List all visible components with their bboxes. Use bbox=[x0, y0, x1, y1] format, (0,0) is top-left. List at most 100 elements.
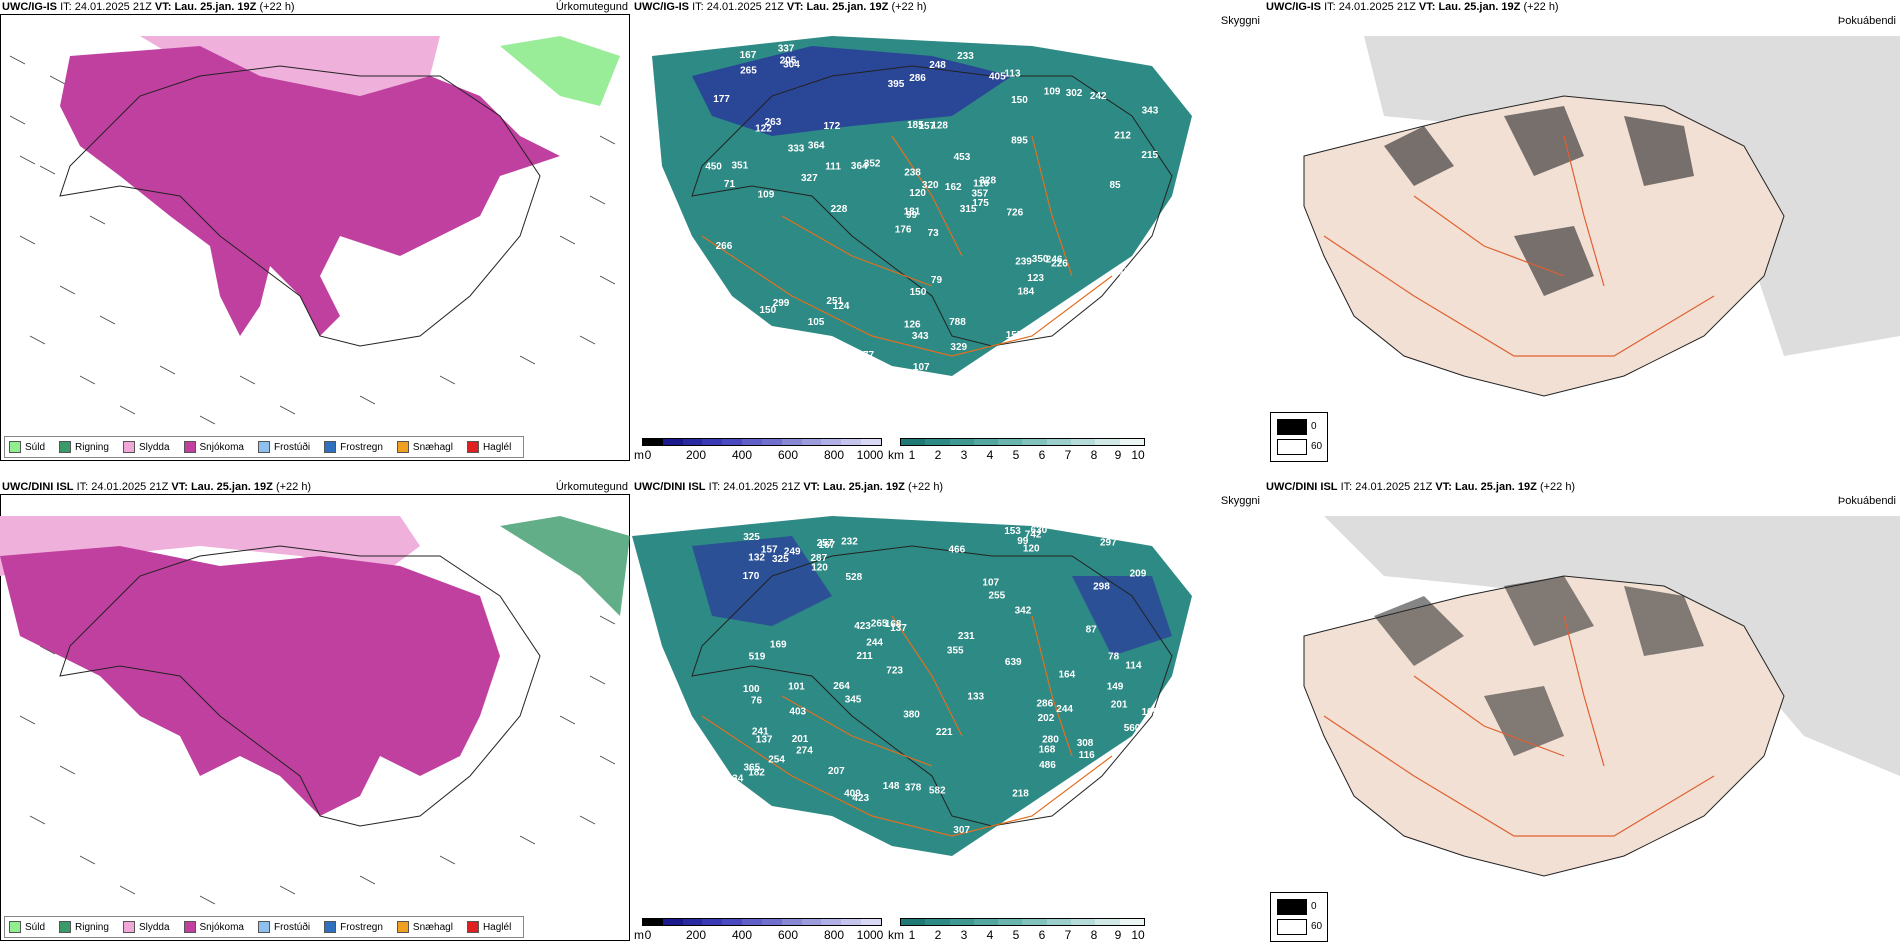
ceiling-value-label: 343 bbox=[1107, 835, 1124, 846]
legend-item-snow: Snjókoma bbox=[183, 441, 244, 453]
colorbar-segment bbox=[925, 439, 950, 445]
precip-legend: Súld Rigning Slydda Snjókoma Frostúði Fr… bbox=[4, 436, 525, 458]
ceiling-value-label: 329 bbox=[950, 342, 967, 353]
ceiling-value-label: 107 bbox=[982, 577, 999, 588]
visibility-unit: km bbox=[888, 448, 904, 462]
roads bbox=[701, 615, 1113, 837]
ceiling-unit: m bbox=[634, 928, 644, 942]
map-title-precip: Úrkomutegund bbox=[555, 1, 628, 13]
ceiling-tick: 600 bbox=[777, 448, 799, 462]
ceiling-value-label: 215 bbox=[1141, 150, 1158, 161]
ceiling-value-label: 71 bbox=[724, 179, 736, 190]
lead-time: (+22 h) bbox=[891, 1, 927, 13]
ceiling-value-label: 170 bbox=[743, 571, 760, 582]
colorbar-segment bbox=[662, 919, 683, 925]
lead-time: (+22 h) bbox=[1539, 481, 1576, 493]
ceiling-value-label: 185 bbox=[907, 120, 924, 131]
map-title-visibility: Skyggni bbox=[1220, 495, 1260, 507]
ceiling-value-label: 244 bbox=[1056, 704, 1073, 715]
ceiling-value-label: 265 bbox=[740, 66, 757, 77]
rain-area bbox=[500, 36, 620, 106]
ceiling-value-label: 153 bbox=[1128, 327, 1145, 338]
visibility-tick: 4 bbox=[986, 928, 994, 942]
vt-label: VT: bbox=[154, 1, 172, 13]
ceiling-value-label: 486 bbox=[1039, 760, 1056, 771]
fog-legend-min-swatch bbox=[1277, 899, 1307, 915]
visibility-tick: 7 bbox=[1064, 928, 1072, 942]
ceiling-unit: m bbox=[634, 448, 644, 462]
ceiling-map: 73 122 99 197 110 124 113 128 150 315 304 232 109 343… bbox=[632, 36, 1264, 426]
ceiling-value-label: 167 bbox=[818, 540, 835, 551]
visibility-tick: 6 bbox=[1038, 448, 1046, 462]
ceiling-value-label: 343 bbox=[1142, 105, 1159, 116]
ceiling-value-label: 228 bbox=[831, 204, 848, 215]
fog-index-patches bbox=[1384, 106, 1694, 296]
ceiling-value-labels: 202 201 193 167 137 216 182 120 423 119 170 100 132 3… bbox=[727, 525, 1174, 856]
ceiling-value-label: 137 bbox=[756, 734, 773, 745]
ceiling-value-label: 107 bbox=[913, 362, 930, 373]
ceiling-value-label: 405 bbox=[989, 72, 1006, 83]
ceiling-value-label: 76 bbox=[751, 695, 763, 706]
ceiling-value-label: 298 bbox=[1093, 582, 1110, 593]
legend-item-snow-pellets: Snæhagl bbox=[396, 921, 453, 933]
colorbar-segment bbox=[1046, 439, 1072, 445]
legend-item-hail: Haglél bbox=[466, 441, 511, 453]
it-value: 24.01.2025 21Z bbox=[723, 481, 801, 493]
visibility-tick: 5 bbox=[1012, 448, 1020, 462]
ceiling-tick: 400 bbox=[731, 448, 753, 462]
colorbar-segment bbox=[761, 439, 782, 445]
model-name: UWC/DINI ISL bbox=[1266, 481, 1338, 493]
ceiling-tick: 800 bbox=[823, 928, 845, 942]
ceiling-value-label: 304 bbox=[783, 60, 800, 71]
ceiling-value-label: 128 bbox=[931, 121, 948, 132]
vt-label: VT: bbox=[1435, 481, 1452, 493]
ceiling-value-label: 134 bbox=[727, 774, 744, 785]
model-name: UWC/IG-IS bbox=[634, 1, 689, 13]
visibility-tick: 6 bbox=[1038, 928, 1046, 942]
colorbar-segment bbox=[1071, 439, 1096, 445]
ceiling-tick: 400 bbox=[731, 928, 753, 942]
ceiling-value-label: 172 bbox=[824, 121, 841, 132]
coastline bbox=[59, 65, 541, 347]
ceiling-value-label: 226 bbox=[1051, 258, 1068, 269]
it-label: IT: bbox=[76, 481, 89, 493]
colorbar-segment bbox=[861, 919, 881, 925]
ceiling-value-label: 124 bbox=[833, 301, 850, 312]
colorbar-segment bbox=[742, 439, 762, 445]
ceiling-value-label: 218 bbox=[1012, 789, 1029, 800]
snow-area bbox=[60, 46, 560, 336]
ceiling-value-label: 582 bbox=[929, 786, 946, 797]
colorbar-segment bbox=[643, 439, 663, 445]
lead-time: (+22 h) bbox=[275, 481, 312, 493]
ceiling-value-label: 120 bbox=[811, 562, 828, 573]
legend-item-freezing-drizzle: Frostúði bbox=[257, 921, 310, 933]
ceiling-visibility-panel-igis: UWC/IG-IS IT: 24.01.2025 21Z VT: Lau. 25… bbox=[632, 0, 1264, 470]
model-name: UWC/DINI ISL bbox=[2, 481, 74, 493]
colorbar-segment bbox=[702, 919, 723, 925]
ceiling-value-label: 351 bbox=[732, 160, 749, 171]
colorbar-segment bbox=[841, 919, 862, 925]
legend-item-drizzle: Súld bbox=[9, 921, 45, 933]
ceiling-value-label: 101 bbox=[788, 682, 805, 693]
colorbar-segment bbox=[998, 439, 1023, 445]
vt-label: VT: bbox=[1418, 1, 1436, 13]
ceiling-value-label: 280 bbox=[1042, 734, 1059, 745]
ceiling-value-label: 100 bbox=[743, 684, 760, 695]
ceiling-value-label: 201 bbox=[1146, 745, 1163, 756]
colorbar-segment bbox=[973, 919, 999, 925]
ceiling-value-label: 168 bbox=[1039, 744, 1056, 755]
ceiling-tick: 200 bbox=[685, 448, 707, 462]
ceiling-value-label: 528 bbox=[846, 572, 863, 583]
fog-index-patches bbox=[1374, 576, 1704, 756]
ceiling-value-label: 157 bbox=[919, 121, 936, 132]
ceiling-value-label: 560 bbox=[1124, 723, 1141, 734]
sleet-area bbox=[0, 516, 420, 576]
ceiling-value-label: 364 bbox=[808, 141, 825, 152]
precip-map bbox=[9, 36, 620, 425]
ceiling-value-label: 423 bbox=[854, 621, 871, 632]
vt-label: VT: bbox=[171, 481, 188, 493]
ceiling-value-label: 109 bbox=[758, 190, 775, 201]
fog-panel-igis: UWC/IG-IS IT: 24.01.2025 21Z VT: Lau. 25… bbox=[1264, 0, 1900, 470]
map-title-fog: Þokuábendi bbox=[1837, 15, 1896, 27]
panel-title: UWC/IG-IS IT: 24.01.2025 21Z VT: Lau. 25… bbox=[1266, 0, 1559, 14]
